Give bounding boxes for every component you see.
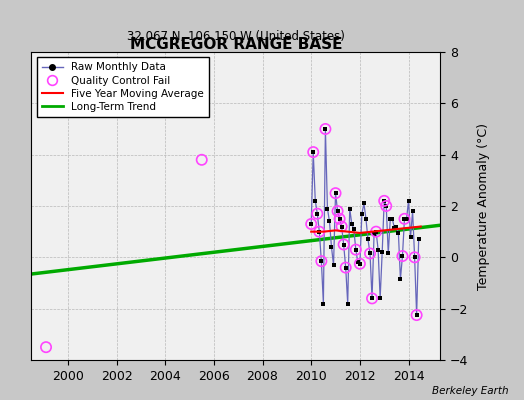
Point [382,203,390,209]
Point [331,190,340,196]
Point [307,221,315,227]
Point [394,230,402,236]
Point [400,216,409,222]
Point [406,234,414,240]
Point [390,225,399,231]
Point [366,250,374,257]
Point [198,156,206,163]
Point [342,264,350,271]
Point [319,300,328,307]
Point [398,253,407,259]
Point [372,228,380,235]
Point [392,223,400,230]
Point [337,223,346,230]
Point [366,250,374,257]
Point [340,241,348,248]
Point [360,200,368,207]
Point [42,344,50,350]
Point [374,246,383,253]
Point [330,262,338,268]
Point [333,208,342,214]
Point [368,295,376,302]
Point [315,228,323,235]
Point [402,216,411,222]
Point [368,295,376,302]
Point [414,236,423,242]
Point [345,205,354,212]
Point [331,190,340,196]
Point [388,216,397,222]
Point [372,228,380,235]
Point [344,300,352,307]
Point [333,208,342,214]
Point [309,149,318,155]
Point [311,198,320,204]
Point [396,276,405,282]
Point [323,205,332,212]
Point [350,226,358,232]
Point [398,253,407,259]
Point [378,249,386,256]
Point [317,258,325,264]
Point [335,216,344,222]
Text: 32.067 N, 106.150 W (United States): 32.067 N, 106.150 W (United States) [127,30,345,43]
Point [356,260,364,267]
Point [412,312,421,318]
Point [386,216,395,222]
Point [352,246,360,253]
Point [352,246,360,253]
Point [307,221,315,227]
Point [376,295,384,302]
Point [342,264,350,271]
Point [328,244,336,250]
Point [313,210,322,217]
Point [410,254,419,260]
Point [405,198,413,204]
Point [309,149,318,155]
Point [321,126,330,132]
Y-axis label: Temperature Anomaly (°C): Temperature Anomaly (°C) [477,122,489,290]
Title: MCGREGOR RANGE BASE: MCGREGOR RANGE BASE [129,37,342,52]
Point [370,231,378,238]
Point [382,203,390,209]
Point [315,228,323,235]
Point [384,250,392,257]
Text: Berkeley Earth: Berkeley Earth [432,386,508,396]
Point [356,260,364,267]
Legend: Raw Monthly Data, Quality Control Fail, Five Year Moving Average, Long-Term Tren: Raw Monthly Data, Quality Control Fail, … [37,57,209,117]
Point [313,210,322,217]
Point [325,218,334,225]
Point [317,258,325,264]
Point [380,198,388,204]
Point [337,223,346,230]
Point [410,254,419,260]
Point [321,126,330,132]
Point [400,216,409,222]
Point [347,221,356,227]
Point [358,210,366,217]
Point [335,216,344,222]
Point [408,208,417,214]
Point [354,259,362,266]
Point [362,216,370,222]
Point [380,198,388,204]
Point [340,241,348,248]
Point [412,312,421,318]
Point [364,236,372,242]
